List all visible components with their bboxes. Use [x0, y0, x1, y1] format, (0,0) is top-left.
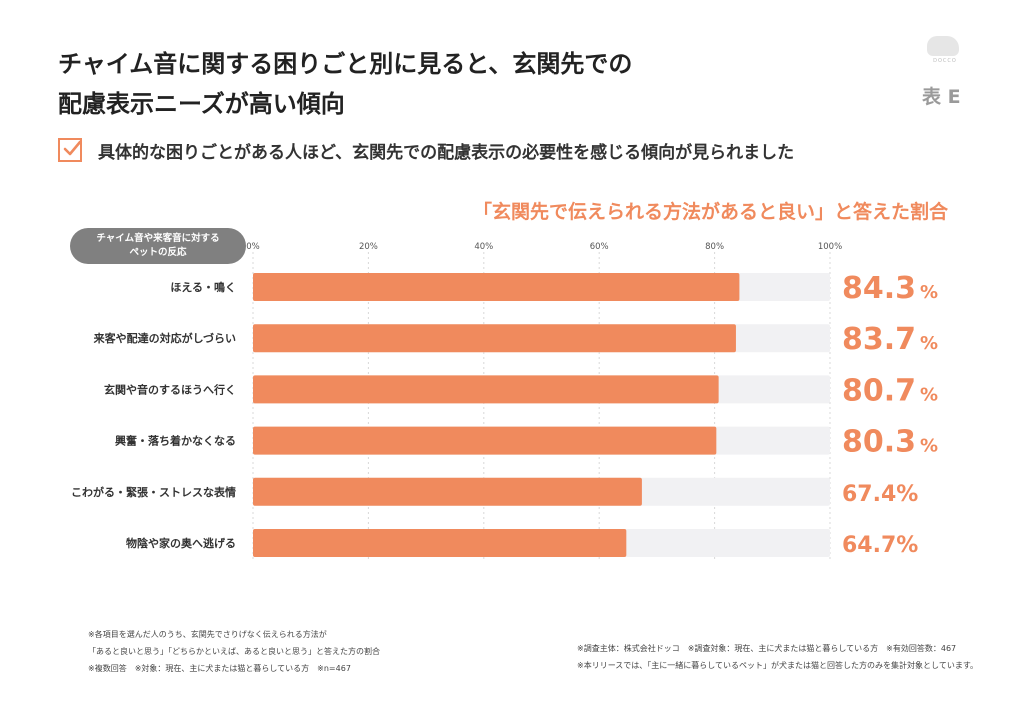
brand-logo: DOCCO [927, 36, 963, 64]
table-label: 表 E [922, 86, 961, 108]
category-label: 興奮・落ち着かなくなる [115, 434, 236, 448]
footnote: ※調査主体：株式会社ドッコ ※調査対象：現在、主に犬または猫と暮らしている方 ※… [577, 644, 957, 653]
bar [253, 426, 717, 455]
data-label: 84.3 [842, 271, 916, 306]
bar [253, 324, 736, 353]
page-title: チャイム音に関する困りごと別に見ると、玄関先での 配慮表示ニーズが高い傾向 [58, 44, 632, 124]
data-label-unit: % [920, 333, 938, 354]
category-label: 物陰や家の奥へ逃げる [126, 536, 236, 550]
category-label: ほえる・鳴く [170, 280, 236, 294]
x-tick-label: 40% [474, 242, 493, 252]
bar [253, 273, 740, 301]
footnote: ※本リリースでは、「主に一緒に暮らしているペット」が犬または猫と回答した方のみを… [577, 661, 979, 670]
bar [253, 477, 642, 506]
category-axis-label: チャイム音や来客音に対する ペットの反応 [70, 228, 246, 264]
x-tick-label: 80% [705, 242, 724, 252]
data-label: 80.3 [842, 425, 916, 460]
x-tick-label: 60% [590, 242, 609, 252]
title-line-1: チャイム音に関する困りごと別に見ると、玄関先での [58, 50, 633, 78]
x-tick-label: 20% [359, 242, 378, 252]
data-label: 83.7 [842, 322, 916, 357]
category-axis-label-line-1: チャイム音や来客音に対する [96, 233, 220, 244]
category-label: 玄関や音のするほうへ行く [104, 382, 236, 396]
category-label: 来客や配達の対応がしづらい [93, 331, 236, 345]
checkmark-icon [58, 138, 82, 162]
footnote: ※各項目を選んだ人のうち、玄関先でさりげなく伝えられる方法が [88, 630, 327, 639]
data-label: 80.7 [842, 373, 916, 408]
data-label: 64.7% [842, 533, 918, 558]
data-label-unit: % [920, 282, 938, 303]
bar [253, 375, 719, 404]
x-tick-label: 100% [818, 242, 842, 252]
chart-title: 「玄関先で伝えられる方法があると良い」と答えた割合 [472, 201, 948, 223]
category-axis-label-line-2: ペットの反応 [129, 247, 187, 258]
title-line-2: 配慮表示ニーズが高い傾向 [58, 90, 345, 118]
subtitle: 具体的な困りごとがある人ほど、玄関先での配慮表示の必要性を感じる傾向が見られまし… [58, 135, 794, 165]
bear-icon [927, 36, 959, 56]
footnotes-left: ※各項目を選んだ人のうち、玄関先でさりげなく伝えられる方法が 「あると良いと思う… [88, 626, 380, 677]
subtitle-text: 具体的な困りごとがある人ほど、玄関先での配慮表示の必要性を感じる傾向が見られまし… [98, 142, 795, 163]
footnotes-right: ※調査主体：株式会社ドッコ ※調査対象：現在、主に犬または猫と暮らしている方 ※… [577, 640, 978, 674]
logo-text: DOCCO [933, 58, 957, 64]
data-label-unit: % [920, 384, 938, 405]
footnote: ※複数回答 ※対象：現在、主に犬または猫と暮らしている方 ※n=467 [88, 664, 351, 673]
category-label: こわがる・緊張・ストレスな表情 [71, 485, 236, 499]
x-tick-label: 0% [246, 242, 260, 252]
data-label: 67.4% [842, 482, 918, 507]
data-label-unit: % [920, 436, 938, 457]
footnote: 「あると良いと思う」「どちらかといえば、あると良いと思う」と答えた方の割合 [88, 647, 380, 656]
bar [253, 529, 627, 557]
